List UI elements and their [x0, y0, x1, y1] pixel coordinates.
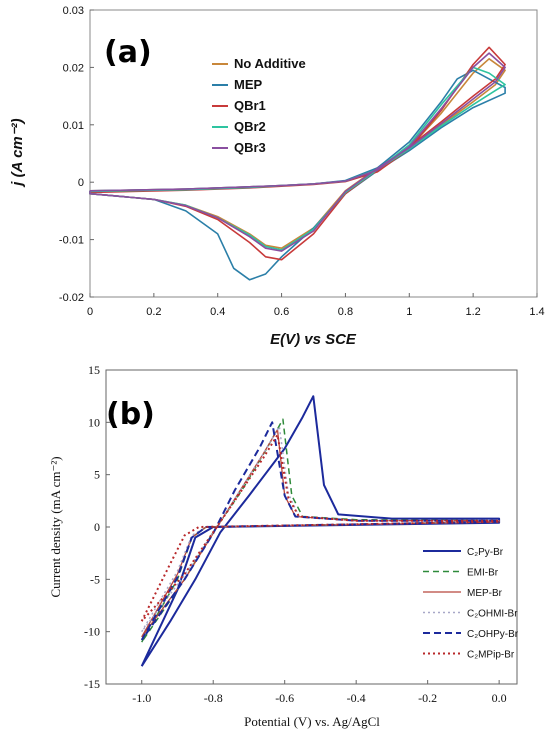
- panel-b-series-line-6: [140, 433, 501, 622]
- panel-a-series-line-3: [89, 46, 506, 261]
- panel-b-series-line-5: [140, 421, 501, 641]
- panel-a-x-ticks: 0 0.2 0.4 0.6 0.8 1 1.2 1.4: [87, 293, 545, 318]
- panel-b-x-ticks: -1.0 -0.8 -0.6 -0.4 -0.2 0.0: [132, 680, 507, 705]
- panel-b-x-tick-label: -0.6: [275, 691, 294, 705]
- panel-b-y-tick-label: 10: [88, 415, 100, 429]
- panel-b-y-tick-label: 0: [94, 520, 100, 534]
- panel-a-series-line-4: [89, 66, 506, 251]
- panel-a-y-tick-label: 0.02: [63, 62, 84, 74]
- panel-a-x-tick-label: 0.8: [338, 306, 353, 318]
- panel-a-y-tick-label: 0.01: [63, 120, 84, 132]
- panel-b-y-tick-label: -5: [90, 572, 100, 586]
- panel-a-legend-label: QBr1: [234, 98, 266, 113]
- panel-a-series-line-5: [89, 52, 506, 252]
- panel-a-legend: No Additive MEP QBr1 QBr2 QBr3: [212, 56, 306, 155]
- panel-b-legend-label: MEP-Br: [467, 588, 503, 599]
- panel-b-x-tick-label: -0.4: [347, 691, 366, 705]
- panel-a-x-tick-label: 0.4: [210, 306, 225, 318]
- panel-a-x-tick-label: 0.6: [274, 306, 289, 318]
- panel-a-legend-label: MEP: [234, 77, 263, 92]
- panel-b-y-tick-label: -10: [84, 625, 100, 639]
- panel-b: -15 -10 -5 0 5 10 15 -1.0 -0.8 -0.6 -0.4 -0.2 0.0 (…: [48, 363, 519, 729]
- panel-a-legend-label: No Additive: [234, 56, 306, 71]
- panel-a-legend-label: QBr3: [234, 140, 266, 155]
- panel-b-y-ticks: -15 -10 -5 0 5 10 15: [84, 363, 110, 691]
- panel-b-series-line-1: [140, 395, 501, 667]
- panel-b-x-tick-label: -0.2: [418, 691, 437, 705]
- panel-b-legend-label: C₂Py-Br: [467, 547, 504, 558]
- panel-a-y-tick-label: -0.01: [59, 235, 84, 247]
- panel-b-plot-frame: [105, 369, 518, 685]
- panel-a-x-tick-label: 0.2: [146, 306, 161, 318]
- panel-a-x-tick-label: 1: [406, 306, 412, 318]
- panel-a-label: (a): [104, 35, 152, 70]
- panel-a-series: [89, 46, 506, 281]
- panel-a-x-axis-title: E(V) vs SCE: [270, 331, 357, 348]
- panel-a: -0.02 -0.01 0 0.01 0.02 0.03 0 0.2 0.4 0.6 0.8 1 1.…: [9, 5, 545, 348]
- panel-a-x-tick-label: 1.2: [465, 306, 480, 318]
- panel-b-label: (b): [106, 397, 155, 432]
- panel-b-legend-label: C₂OHPy-Br: [467, 629, 519, 640]
- panel-b-legend-label: C₂OHMI-Br: [467, 609, 518, 620]
- panel-a-legend-label: QBr2: [234, 119, 266, 134]
- panel-b-y-axis-title: Current density (mA cm⁻²): [48, 456, 63, 597]
- panel-b-series: [140, 395, 501, 667]
- panel-a-series-line-1: [89, 57, 506, 249]
- panel-b-legend-label: C₂MPip-Br: [467, 650, 515, 661]
- panel-a-y-tick-label: 0.03: [63, 5, 84, 17]
- panel-b-legend-label: EMI-Br: [467, 568, 499, 579]
- panel-a-x-tick-label: 1.4: [529, 306, 544, 318]
- panel-b-y-tick-label: 15: [88, 363, 100, 377]
- panel-b-x-axis-title: Potential (V) vs. Ag/AgCl: [244, 714, 380, 729]
- panel-b-x-tick-label: 0.0: [492, 691, 507, 705]
- panel-b-x-tick-label: -0.8: [204, 691, 223, 705]
- panel-a-y-tick-label: -0.02: [59, 292, 84, 304]
- panel-b-x-tick-label: -1.0: [132, 691, 151, 705]
- panel-a-y-ticks: -0.02 -0.01 0 0.01 0.02 0.03: [59, 5, 94, 304]
- panel-a-y-tick-label: 0: [78, 177, 84, 189]
- panel-b-y-tick-label: 5: [94, 468, 100, 482]
- panel-a-plot-frame: [89, 9, 538, 298]
- panel-b-legend: C₂Py-Br EMI-Br MEP-Br C₂OHMI-Br C₂OHPy-Br C₂M…: [423, 547, 519, 661]
- panel-a-y-axis-title: j (A cm⁻²): [9, 118, 26, 187]
- panel-a-x-tick-label: 0: [87, 306, 93, 318]
- panel-b-y-tick-label: -15: [84, 677, 100, 691]
